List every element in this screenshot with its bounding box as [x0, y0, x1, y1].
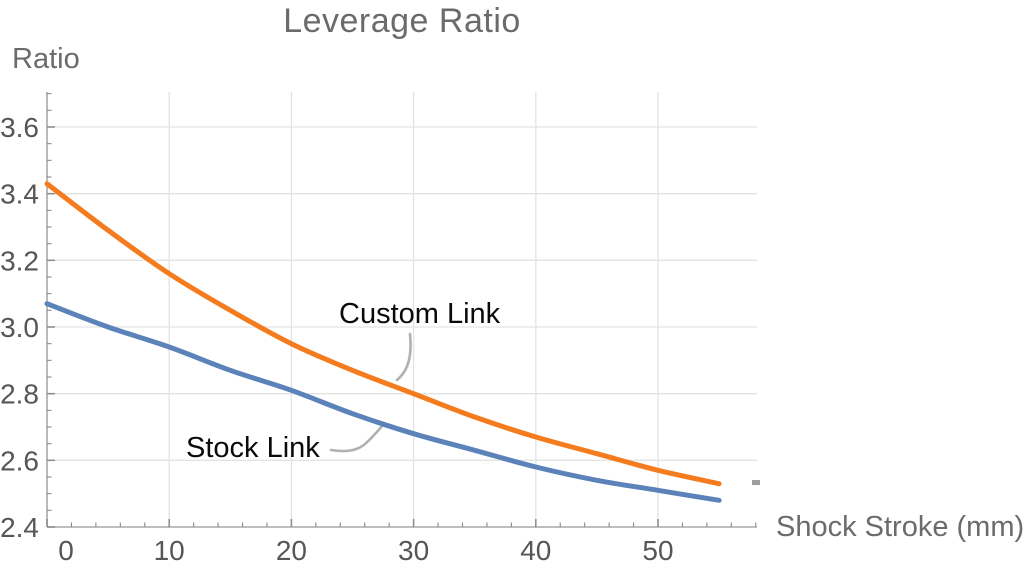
- chart-title: Leverage Ratio: [283, 2, 521, 40]
- custom-link-callout-label: Custom Link: [339, 298, 501, 330]
- stray-dash-artifact: [752, 480, 760, 485]
- x-tick-label: 40: [520, 535, 551, 566]
- y-tick-label: 3.6: [0, 112, 39, 143]
- custom-link-callout-leader: [395, 332, 412, 382]
- y-tick-label: 2.8: [0, 379, 39, 410]
- y-tick-label: 3.4: [0, 179, 39, 210]
- y-axis-title: Ratio: [12, 43, 80, 75]
- x-tick-label: 10: [154, 535, 185, 566]
- stock-link-callout-leader: [329, 423, 385, 453]
- x-tick-label: 0: [58, 535, 74, 566]
- x-tick-label: 30: [398, 535, 429, 566]
- y-tick-label: 2.6: [0, 445, 39, 476]
- y-tick-label: 3.2: [0, 245, 39, 276]
- y-tick-label: 3.0: [0, 312, 39, 343]
- stock-link-curve: [44, 301, 722, 503]
- custom-link-curve: [44, 181, 722, 487]
- x-axis-title: Shock Stroke (mm): [776, 511, 1024, 543]
- stock-link-callout-label: Stock Link: [186, 432, 320, 464]
- x-tick-label: 50: [642, 535, 673, 566]
- x-tick-label: 20: [276, 535, 307, 566]
- y-tick-label: 2.4: [0, 512, 39, 543]
